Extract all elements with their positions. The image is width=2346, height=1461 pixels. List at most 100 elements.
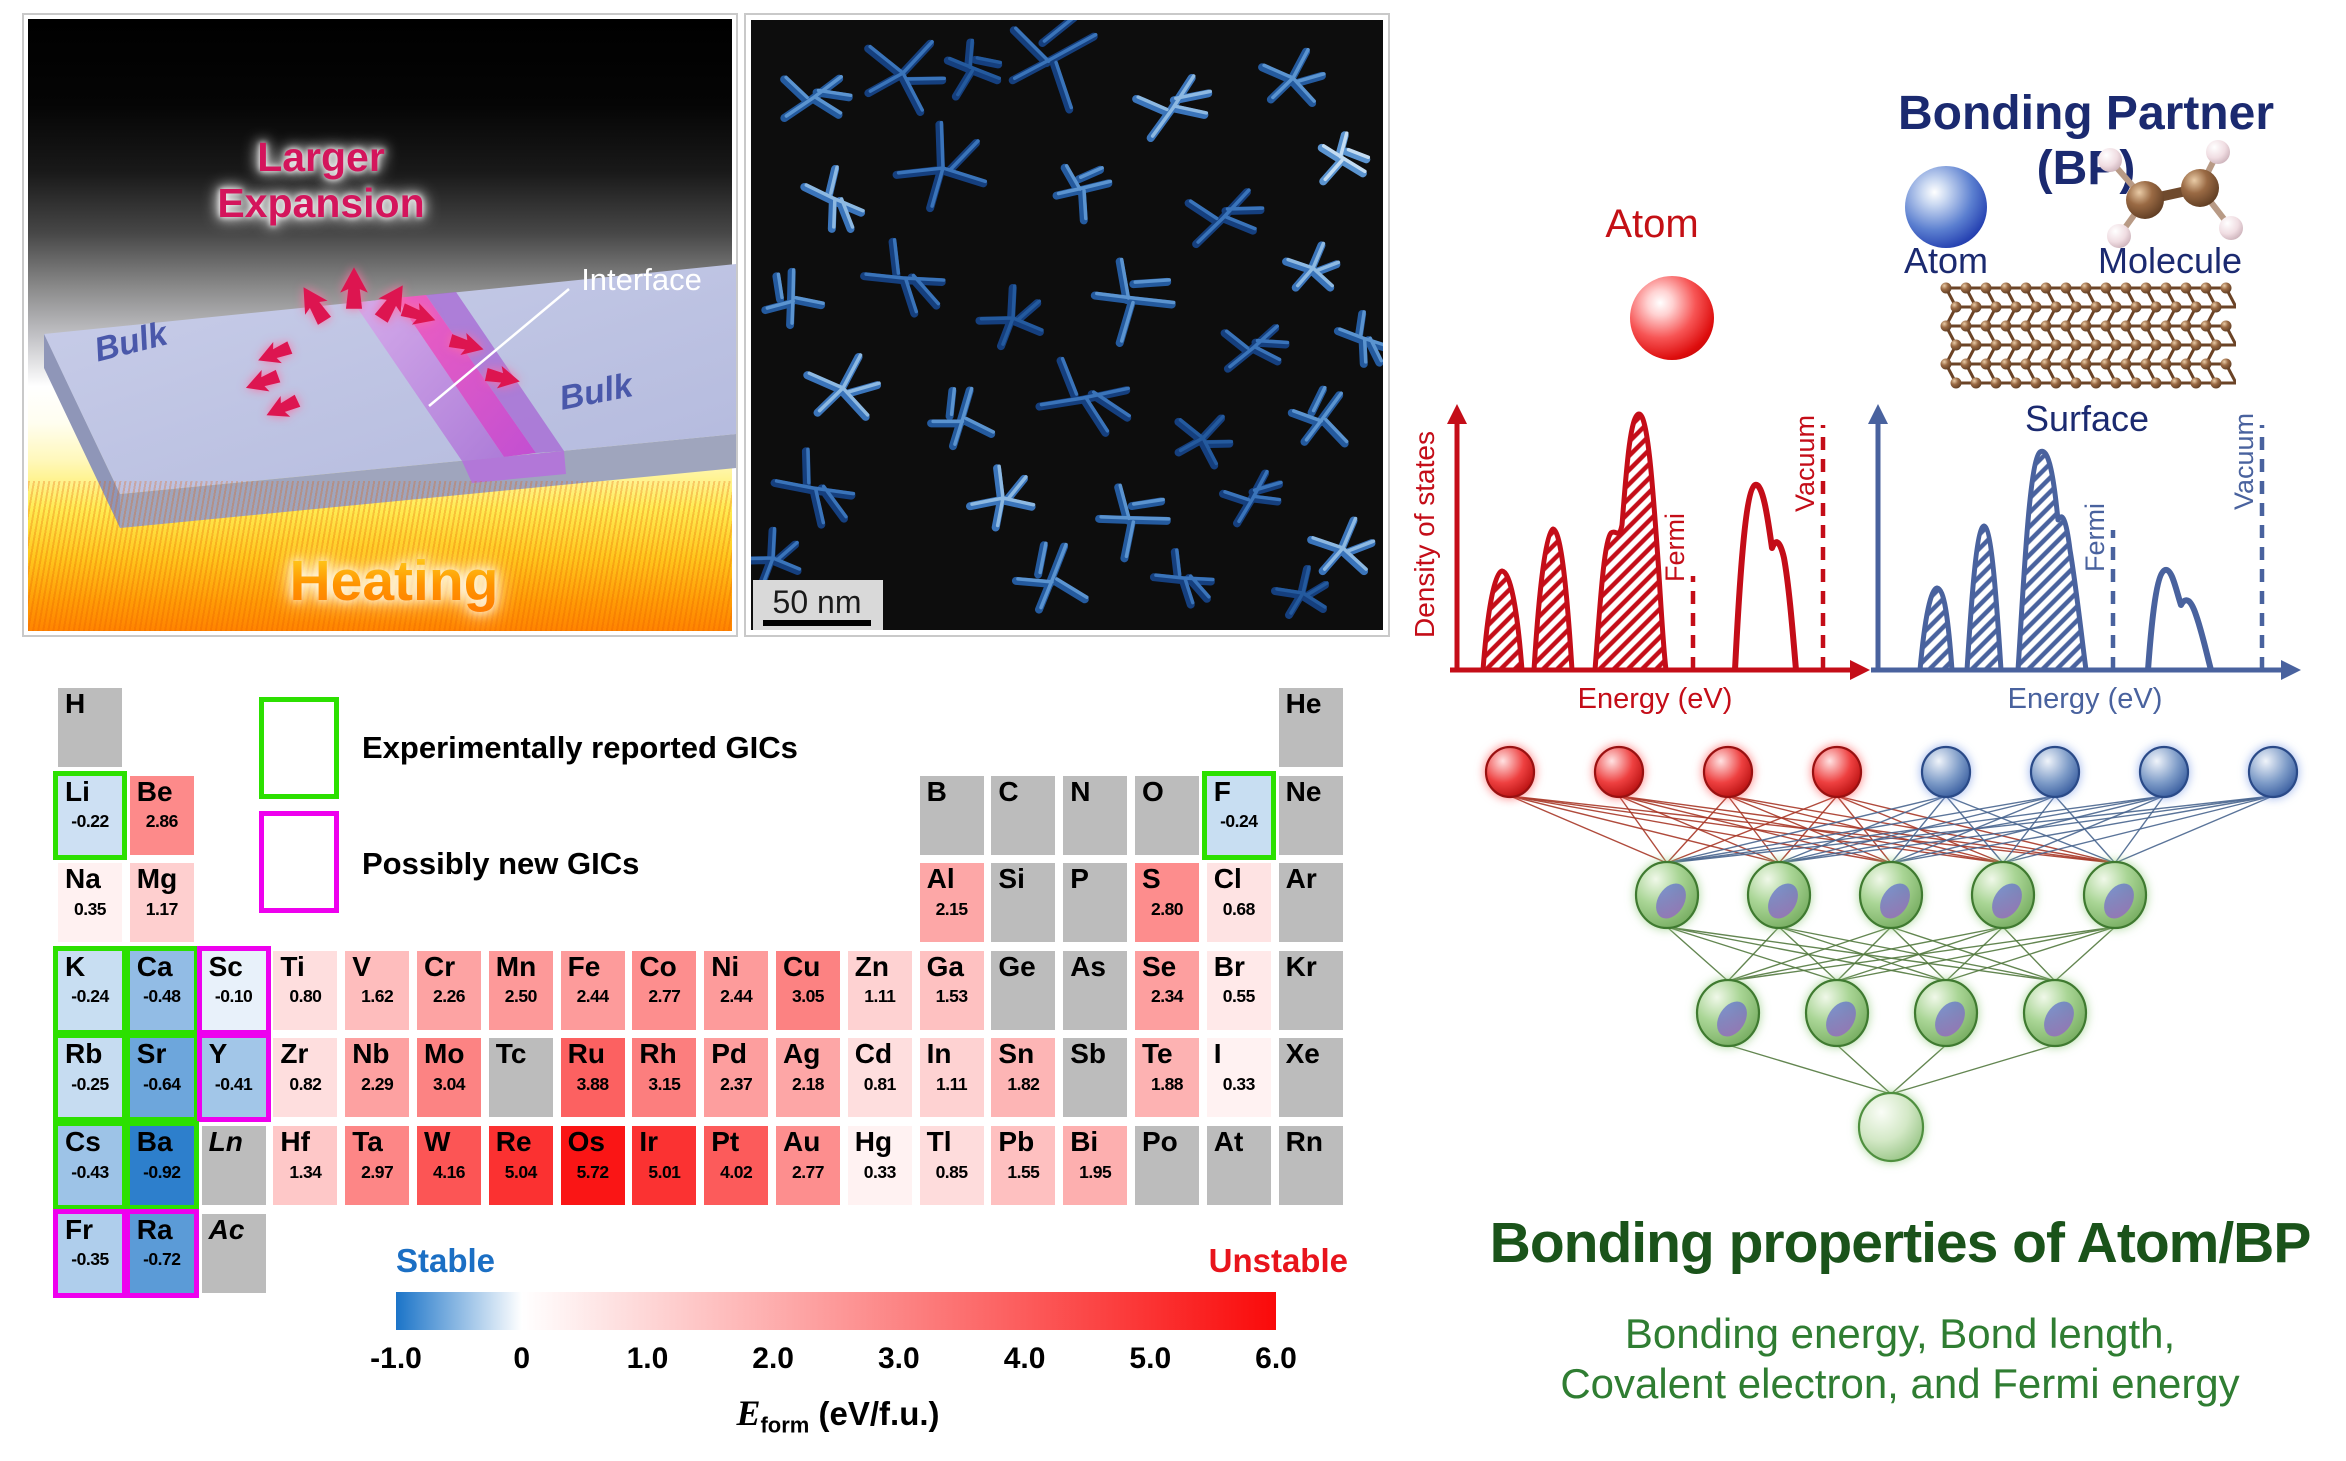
colorbar-tick: 3.0	[877, 1342, 920, 1375]
bp-atom-sphere-blue	[1905, 166, 1987, 248]
element-eform-value: 1.53	[935, 986, 969, 1007]
element-eform-value: 5.04	[504, 1161, 538, 1182]
element-cell-Sb: Sb	[1063, 1038, 1128, 1118]
dos-plot-bp: Fermi Vacuum Energy (eV)	[1868, 404, 2301, 715]
element-symbol: Fe	[567, 950, 601, 982]
element-symbol: C	[998, 775, 1019, 807]
element-symbol: N	[1070, 775, 1091, 807]
element-symbol: Hg	[854, 1126, 893, 1157]
carbon-atom	[2126, 181, 2164, 219]
element-symbol: Te	[1142, 1038, 1173, 1070]
colorbar-gradient	[396, 1292, 1276, 1330]
periodic-table: H He Li -0.22 Be 2.86 B C N O F -0.24 Ne Na 0.35 Mg 1.17…	[53, 688, 1343, 1298]
element-eform-value: -0.92	[143, 1161, 181, 1182]
element-cell-S: S 2.80	[1135, 863, 1199, 943]
occupied-states-peaks	[1917, 448, 2089, 673]
element-cell-W: W 4.16	[417, 1126, 481, 1205]
colorbar-tick: 5.0	[1129, 1342, 1172, 1375]
element-eform-value: 3.15	[648, 1073, 681, 1094]
eform-subscript: form	[760, 1412, 810, 1438]
vacuum-label: Vacuum	[2229, 413, 2259, 510]
result-line-1: Bonding energy, Bond length,	[1624, 1310, 2176, 1357]
element-symbol: Ir	[639, 1126, 659, 1157]
element-eform-value: 1.11	[936, 1073, 968, 1094]
network-node	[1913, 978, 1979, 1048]
element-symbol: Tc	[495, 1038, 527, 1070]
element-symbol: Sn	[998, 1038, 1035, 1070]
heat-texture	[28, 481, 732, 631]
element-eform-value: 0.33	[1222, 1073, 1256, 1094]
element-symbol: Bi	[1070, 1126, 1099, 1157]
element-eform-value: 2.97	[361, 1161, 394, 1182]
element-symbol: In	[926, 1038, 952, 1070]
element-symbol: Os	[567, 1126, 605, 1157]
element-cell-Ga: Ga 1.53	[919, 950, 984, 1030]
element-eform-value: 3.04	[432, 1073, 466, 1094]
bp-surface-label: Surface	[2024, 398, 2150, 439]
unstable-label: Unstable	[1208, 1242, 1348, 1279]
y-axis-arrow	[1868, 404, 1888, 424]
colorbar-tick: 1.0	[626, 1342, 669, 1375]
element-cell-Rh: Rh 3.15	[632, 1038, 697, 1118]
interface-ridge-cap	[462, 451, 566, 483]
element-eform-value: -0.72	[143, 1249, 181, 1270]
element-symbol: Ga	[926, 950, 964, 982]
element-symbol: Cr	[424, 950, 456, 982]
element-symbol: Ag	[783, 1038, 821, 1070]
element-eform-value: -0.35	[71, 1249, 109, 1270]
element-symbol: Fr	[65, 1213, 93, 1245]
element-eform-value: 2.77	[648, 986, 681, 1007]
element-symbol: He	[1285, 688, 1322, 719]
element-cell-Cu: Cu 3.05	[776, 950, 840, 1030]
eform-units: (eV/f.u.)	[809, 1395, 940, 1432]
larger-expansion-label: Larger Expansion	[217, 134, 425, 226]
result-title: Bonding properties of Atom/BP	[1489, 1211, 2312, 1275]
element-cell-Mn: Mn 2.50	[488, 950, 553, 1030]
dos-x-axis-label: Energy (eV)	[2008, 683, 2163, 715]
colorbar-tick: 4.0	[1003, 1342, 1046, 1375]
element-cell-Si: Si	[991, 863, 1056, 943]
element-cell-As: As	[1063, 950, 1128, 1030]
element-symbol: Kr	[1285, 950, 1317, 982]
element-cell-Os: Os 5.72	[560, 1126, 625, 1205]
element-symbol: Ne	[1285, 775, 1322, 807]
element-symbol: F	[1213, 775, 1231, 807]
network-nodes	[1484, 745, 2299, 1163]
element-eform-value: 5.01	[648, 1161, 681, 1182]
element-cell-Ar: Ar	[1278, 863, 1343, 943]
element-cell-Ba: Ba -0.92	[124, 1121, 199, 1210]
hydrogen-atom	[2206, 140, 2230, 164]
element-eform-value: 1.95	[1079, 1161, 1112, 1182]
element-cell-Br: Br 0.55	[1206, 950, 1271, 1030]
network-node	[1811, 745, 1863, 799]
element-symbol: Al	[926, 863, 955, 895]
element-cell-Re: Re 5.04	[488, 1126, 553, 1205]
legend-box-possibly-new	[259, 811, 339, 913]
element-eform-value: -0.10	[214, 986, 253, 1007]
element-symbol: Zr	[280, 1038, 309, 1070]
element-cell-Cd: Cd 0.81	[847, 1038, 912, 1118]
element-eform-value: 1.17	[145, 898, 179, 919]
element-eform-value: 2.26	[432, 986, 466, 1007]
result-line-2: Covalent electron, and Fermi energy	[1560, 1360, 2240, 1407]
eform-axis-label: Eform (eV/f.u.)	[708, 1392, 968, 1439]
colorbar-tick: 6.0	[1255, 1342, 1297, 1375]
element-cell-Ln: Ln	[201, 1126, 266, 1205]
element-eform-value: -0.25	[71, 1073, 109, 1094]
network-node	[1702, 745, 1754, 799]
element-cell-Po: Po	[1135, 1126, 1199, 1205]
element-cell-Hf: Hf 1.34	[273, 1126, 338, 1205]
element-symbol: V	[352, 950, 371, 982]
element-cell-Au: Au 2.77	[776, 1126, 840, 1205]
element-eform-value: 5.72	[576, 1161, 610, 1182]
element-cell-Cr: Cr 2.26	[417, 950, 481, 1030]
element-symbol: Be	[136, 775, 173, 807]
element-cell-C: C	[991, 775, 1056, 855]
element-symbol: Au	[783, 1126, 821, 1157]
element-symbol: Br	[1213, 950, 1245, 982]
colorbar-tick: 0	[513, 1342, 531, 1375]
element-symbol: Cs	[65, 1126, 101, 1157]
element-eform-value: 2.18	[791, 1073, 825, 1094]
dos-y-axis-label: Density of states	[1412, 431, 1440, 638]
legend-box-experimental	[259, 697, 339, 799]
